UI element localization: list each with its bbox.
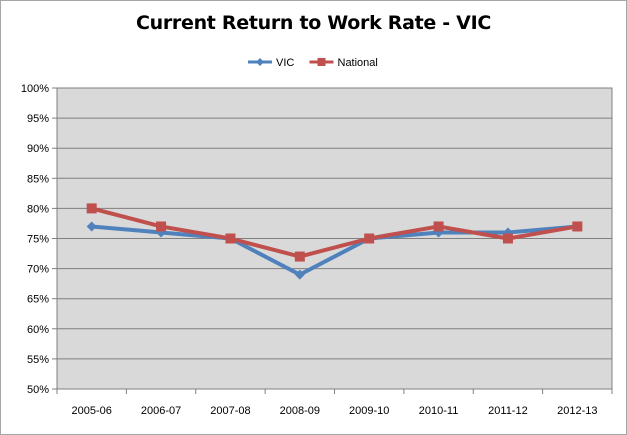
gridlines	[57, 117, 612, 360]
data-point-national	[86, 203, 97, 214]
series-group	[86, 203, 583, 280]
y-tick-label: 55%	[27, 354, 49, 366]
y-tick-label: 60%	[27, 324, 49, 336]
x-tick-label: 2011-12	[488, 405, 528, 417]
data-point-vic	[86, 221, 97, 232]
y-tick-label: 90%	[27, 143, 49, 155]
y-tick-label: 85%	[27, 173, 49, 185]
legend-label-vic: VIC	[276, 57, 294, 69]
data-point-national	[156, 221, 167, 232]
series-line-national	[91, 206, 578, 259]
x-tick-label: 2008-09	[280, 405, 320, 417]
x-tick-label: 2012-13	[557, 405, 597, 417]
x-tick-label: 2009-10	[349, 405, 389, 417]
x-tick-label: 2010-11	[419, 405, 459, 417]
y-tick-label: 50%	[27, 384, 49, 396]
y-tick-label: 100%	[21, 83, 49, 95]
data-point-national	[572, 221, 583, 232]
x-axis: 2005-06 2006-07 2007-08 2008-09 2009-10 2010-…	[56, 389, 613, 417]
chart-title: Current Return to Work Rate - VIC	[135, 12, 491, 34]
data-point-national	[433, 221, 444, 232]
y-tick-label: 65%	[27, 294, 49, 306]
data-point-vic	[294, 269, 305, 280]
x-tick-label: 2006-07	[141, 405, 181, 417]
legend: VIC National	[248, 57, 378, 69]
x-tick-label: 2007-08	[210, 405, 250, 417]
series-line-vic	[91, 224, 578, 277]
y-tick-label: 70%	[27, 264, 49, 276]
data-point-national	[502, 233, 513, 244]
legend-label-national: National	[338, 57, 378, 69]
x-tick-label: 2005-06	[72, 405, 112, 417]
data-point-national	[225, 233, 236, 244]
y-tick-label: 80%	[27, 203, 49, 215]
legend-marker-national	[317, 58, 326, 66]
y-axis: 50% 55% 60% 65% 70% 75% 80% 85% 90% 95% 100%	[21, 83, 57, 396]
legend-marker-vic	[256, 58, 264, 66]
data-point-national	[294, 251, 305, 262]
y-tick-label: 75%	[27, 234, 49, 246]
y-tick-label: 95%	[27, 113, 49, 125]
data-point-national	[364, 233, 375, 244]
